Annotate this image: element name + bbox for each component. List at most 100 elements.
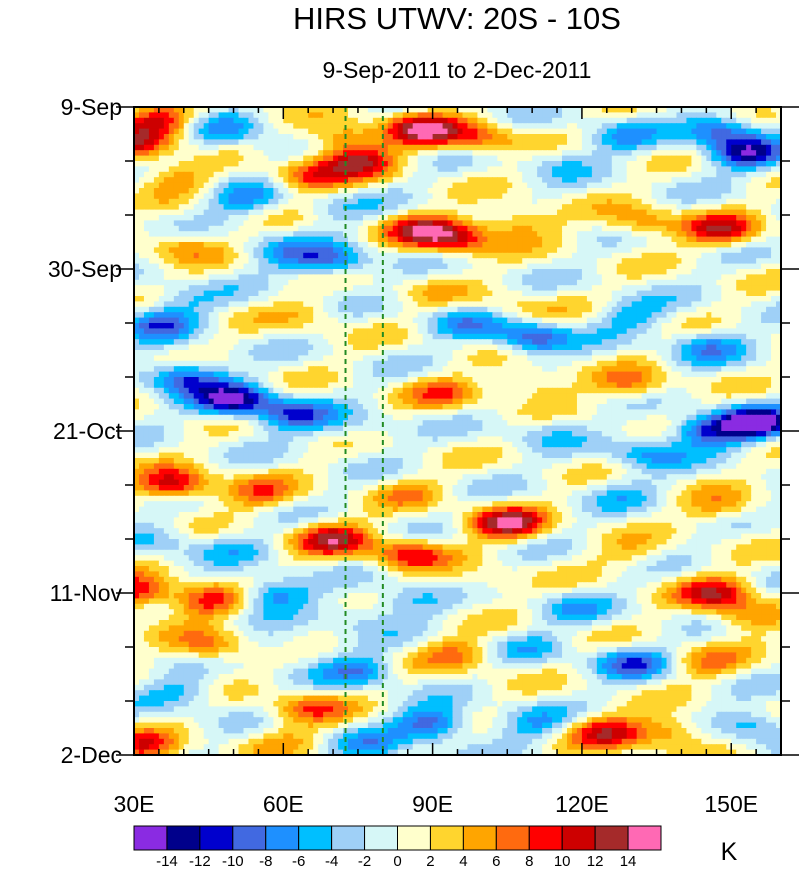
field-cell xyxy=(199,296,205,302)
field-cell xyxy=(681,274,687,280)
field-cell xyxy=(234,247,240,253)
field-cell xyxy=(353,253,359,259)
field-cell xyxy=(194,296,200,302)
field-cell xyxy=(582,193,588,199)
field-cell xyxy=(239,193,245,199)
field-cell xyxy=(672,291,678,297)
field-cell xyxy=(507,231,513,237)
field-cell xyxy=(681,129,687,135)
field-cell xyxy=(582,166,588,172)
field-cell xyxy=(428,253,434,259)
field-cell xyxy=(672,237,678,243)
field-cell xyxy=(487,253,493,259)
field-cell xyxy=(662,123,668,129)
field-cell xyxy=(139,291,145,297)
field-cell xyxy=(492,123,498,129)
field-cell xyxy=(448,307,454,313)
field-cell xyxy=(532,139,538,145)
field-cell xyxy=(413,129,419,135)
field-cell xyxy=(303,145,309,151)
field-cell xyxy=(577,301,583,307)
field-cell xyxy=(278,210,284,216)
field-cell xyxy=(517,150,523,156)
field-cell xyxy=(199,150,205,156)
field-cell xyxy=(234,210,240,216)
field-cell xyxy=(467,280,473,286)
field-cell xyxy=(537,291,543,297)
field-cell xyxy=(512,204,518,210)
field-cell xyxy=(403,264,409,270)
field-cell xyxy=(263,134,269,140)
field-cell xyxy=(676,199,682,205)
field-cell xyxy=(517,199,523,205)
field-cell xyxy=(582,247,588,253)
field-cell xyxy=(676,150,682,156)
field-cell xyxy=(408,204,414,210)
field-cell xyxy=(462,204,468,210)
field-cell xyxy=(204,296,210,302)
field-cell xyxy=(318,215,324,221)
field-cell xyxy=(224,150,230,156)
field-cell xyxy=(681,123,687,129)
field-cell xyxy=(438,172,444,178)
field-cell xyxy=(657,215,663,221)
field-cell xyxy=(721,269,727,275)
field-cell xyxy=(283,301,289,307)
field-cell xyxy=(308,204,314,210)
field-cell xyxy=(248,312,254,318)
field-cell xyxy=(731,204,737,210)
field-cell xyxy=(751,139,757,145)
field-cell xyxy=(204,166,210,172)
field-cell xyxy=(746,237,752,243)
field-cell xyxy=(691,242,697,248)
field-cell xyxy=(308,226,314,232)
field-cell xyxy=(701,220,707,226)
field-cell xyxy=(214,112,220,118)
field-cell xyxy=(448,269,454,275)
field-cell xyxy=(428,301,434,307)
field-cell xyxy=(433,237,439,243)
field-cell xyxy=(169,312,175,318)
field-cell xyxy=(701,193,707,199)
field-cell xyxy=(716,220,722,226)
field-cell xyxy=(438,220,444,226)
field-cell xyxy=(204,242,210,248)
field-cell xyxy=(194,210,200,216)
field-cell xyxy=(761,210,767,216)
field-cell xyxy=(547,280,553,286)
field-cell xyxy=(472,215,478,221)
field-cell xyxy=(607,199,613,205)
field-cell xyxy=(597,226,603,232)
field-cell xyxy=(532,264,538,270)
field-cell xyxy=(502,150,508,156)
field-cell xyxy=(239,247,245,253)
field-cell xyxy=(433,177,439,183)
field-cell xyxy=(642,231,648,237)
field-cell xyxy=(453,161,459,167)
field-cell xyxy=(502,161,508,167)
field-cell xyxy=(373,280,379,286)
field-cell xyxy=(736,166,742,172)
field-cell xyxy=(761,274,767,280)
field-cell xyxy=(413,296,419,302)
field-cell xyxy=(258,312,264,318)
field-cell xyxy=(761,134,767,140)
field-cell xyxy=(522,253,528,259)
field-cell xyxy=(353,129,359,135)
field-cell xyxy=(537,129,543,135)
field-cell xyxy=(721,307,727,313)
field-cell xyxy=(542,269,548,275)
field-cell xyxy=(224,285,230,291)
field-cell xyxy=(741,210,747,216)
field-cell xyxy=(637,112,643,118)
field-cell xyxy=(423,193,429,199)
field-cell xyxy=(328,253,334,259)
field-cell xyxy=(214,226,220,232)
field-cell xyxy=(239,242,245,248)
field-cell xyxy=(229,118,235,124)
field-cell xyxy=(194,274,200,280)
field-cell xyxy=(393,301,399,307)
field-cell xyxy=(756,204,762,210)
field-cell xyxy=(647,237,653,243)
field-cell xyxy=(547,307,553,313)
